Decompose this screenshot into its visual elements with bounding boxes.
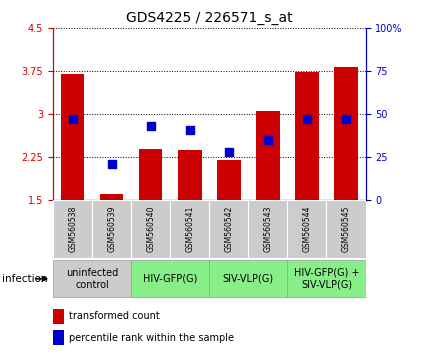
Text: uninfected
control: uninfected control [66,268,118,290]
Text: GSM560544: GSM560544 [303,206,312,252]
Bar [248,200,287,258]
Text: GSM560538: GSM560538 [68,206,77,252]
Title: GDS4225 / 226571_s_at: GDS4225 / 226571_s_at [126,11,293,24]
Point [225,149,232,155]
Text: transformed count: transformed count [69,312,159,321]
Point [147,123,154,129]
Bar [139,149,162,200]
Bar [53,330,64,345]
Text: infection: infection [2,274,48,284]
Bar [326,200,366,258]
Bar [61,74,84,200]
Text: GSM560540: GSM560540 [146,206,155,252]
Bar [334,67,358,200]
Text: GSM560545: GSM560545 [341,206,351,252]
Bar [170,200,209,258]
Bar [100,194,123,200]
Text: HIV-GFP(G) +
SIV-VLP(G): HIV-GFP(G) + SIV-VLP(G) [294,268,359,290]
Point [264,137,271,143]
Text: GSM560541: GSM560541 [185,206,194,252]
Text: GSM560539: GSM560539 [107,206,116,252]
Bar [256,111,280,200]
Point [303,116,310,122]
Point [187,127,193,132]
Bar [209,200,248,258]
Bar [53,200,92,258]
Bar [131,261,209,297]
Bar [209,261,287,297]
Bar [53,261,131,297]
Text: HIV-GFP(G): HIV-GFP(G) [143,274,198,284]
Point [108,161,115,167]
Bar [92,200,131,258]
Text: SIV-VLP(G): SIV-VLP(G) [223,274,274,284]
Bar [217,160,241,200]
Bar [287,200,326,258]
Bar [287,261,366,297]
Bar [131,200,170,258]
Point [343,116,349,122]
Text: percentile rank within the sample: percentile rank within the sample [69,332,234,343]
Bar [178,150,201,200]
Bar [53,309,64,324]
Text: GSM560542: GSM560542 [224,206,233,252]
Bar [295,72,319,200]
Point [69,116,76,122]
Text: GSM560543: GSM560543 [264,206,272,252]
